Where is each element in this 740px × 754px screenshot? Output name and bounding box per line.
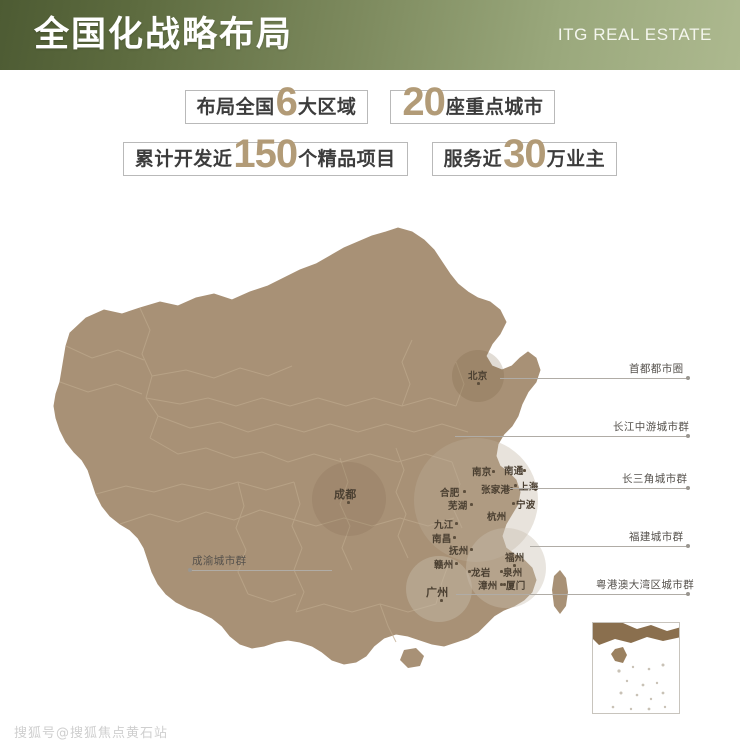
region-label-yangtze-delta: 长三角城市群 [622, 473, 688, 485]
china-landmass [53, 227, 541, 665]
city-dot-beijing [477, 382, 480, 385]
region-circle-greaterbay [406, 556, 472, 622]
city-dot-ganzhou [455, 562, 458, 565]
city-dot-chengdu [347, 501, 350, 504]
stat-suffix: 座重点城市 [445, 95, 544, 118]
city-label-hefei: 合肥 [440, 488, 460, 499]
city-label-fuzhou: 福州 [505, 553, 525, 564]
city-dot-zhangzhou [500, 583, 503, 586]
leader-dot-fujian [686, 544, 690, 548]
city-label-ningbo: 宁波 [516, 500, 536, 511]
city-dot-quanzhou [500, 570, 503, 573]
leader-dot-yangtze-delta [686, 486, 690, 490]
stat-number: 6 [275, 79, 298, 124]
stat-number: 150 [233, 131, 298, 176]
stat-number: 30 [503, 131, 546, 176]
china-map: 北京 成都 合肥 芜湖 南京 南通 张家港 上海 宁波 杭州 九江 南昌 抚州 … [0, 198, 740, 708]
stat-number: 20 [402, 79, 445, 124]
city-label-zhangzhou: 漳州 [478, 581, 498, 592]
city-label-zhangjiagang: 张家港 [481, 485, 511, 496]
stat-suffix: 大区域 [297, 95, 357, 118]
city-label-jiujiang: 九江 [434, 520, 454, 531]
city-label-nantong: 南通 [504, 466, 524, 477]
city-dot-longyan [468, 570, 471, 573]
city-dot-ningbo [512, 502, 515, 505]
china-map-shape [53, 227, 568, 668]
region-label-chengyu: 成渝城市群 [192, 555, 247, 567]
leader-dot-capital [686, 376, 690, 380]
city-dot-hefei [463, 490, 466, 493]
leader-line-yangtze-middle [455, 436, 688, 437]
hainan-island [400, 648, 424, 668]
region-label-yangtze-middle: 长江中游城市群 [613, 421, 690, 433]
city-label-wuhu: 芜湖 [448, 501, 468, 512]
city-label-quanzhou: 泉州 [503, 568, 523, 579]
south-china-sea-inset [592, 622, 680, 714]
region-circle-yangtze-delta [414, 438, 538, 562]
stats-row-1: 布局全国 6 大区域 20 座重点城市 [0, 79, 740, 124]
leader-dot-yangtze-middle [686, 434, 690, 438]
city-label-nanjing: 南京 [472, 467, 492, 478]
city-label-hangzhou: 杭州 [487, 512, 507, 523]
leader-line-yangtze-delta [510, 488, 688, 489]
city-dot-nanchang [453, 536, 456, 539]
city-label-beijing: 北京 [468, 371, 488, 382]
city-dot-hangzhou [500, 514, 503, 517]
city-dot-fuzhou [513, 564, 516, 567]
city-label-ganzhou: 赣州 [434, 560, 454, 571]
watermark: 搜狐号@搜狐焦点黄石站 [14, 726, 169, 741]
stat-box-owners: 服务近 30 万业主 [431, 131, 618, 176]
brand-name: ITG REAL ESTATE [557, 25, 712, 44]
stats-section: 布局全国 6 大区域 20 座重点城市 累计开发近 150 个精品项目 服务近 … [0, 79, 740, 176]
city-dot-wuhu [470, 503, 473, 506]
taiwan-island [552, 570, 568, 614]
city-dot-shanghai [514, 484, 517, 487]
region-label-capital: 首都都市圈 [629, 363, 684, 375]
city-label-nanchang: 南昌 [432, 534, 452, 545]
city-dot-guangzhou [440, 599, 443, 602]
city-label-xiamen: 厦门 [506, 581, 526, 592]
page-title: 全国化战略布局 [34, 14, 294, 55]
leader-line-fujian [530, 546, 688, 547]
leader-line-greaterbay [456, 594, 688, 595]
region-circle-chengdu [312, 462, 386, 536]
stat-box-cities: 20 座重点城市 [390, 79, 556, 124]
city-dot-jiujiang [455, 522, 458, 525]
province-boundaries [59, 307, 469, 643]
city-dot-nanjing [492, 470, 495, 473]
city-label-longyan: 龙岩 [471, 568, 491, 579]
stat-prefix: 累计开发近 [134, 147, 233, 170]
stat-prefix: 服务近 [443, 147, 503, 170]
stat-prefix: 布局全国 [196, 95, 275, 118]
leader-dot-greaterbay [686, 592, 690, 596]
page-header: 全国化战略布局 ITG REAL ESTATE [0, 0, 740, 70]
stat-suffix: 个精品项目 [298, 147, 396, 170]
city-label-shanghai: 上海 [519, 479, 538, 493]
stat-suffix: 万业主 [546, 147, 606, 170]
region-label-greaterbay: 粤港澳大湾区城市群 [596, 579, 695, 591]
region-label-fujian: 福建城市群 [629, 531, 684, 543]
stats-row-2: 累计开发近 150 个精品项目 服务近 30 万业主 [0, 131, 740, 176]
inset-map-shape [593, 623, 679, 711]
stat-box-projects: 累计开发近 150 个精品项目 [122, 131, 408, 176]
stat-box-regions: 布局全国 6 大区域 [184, 79, 369, 124]
city-dot-fuzhou-jx [470, 548, 473, 551]
city-label-fuzhou-jx: 抚州 [449, 546, 469, 557]
leader-line-capital [500, 378, 688, 379]
city-dot-nantong [523, 469, 526, 472]
city-dot-xiamen [503, 583, 506, 586]
leader-line-chengyu [190, 570, 332, 571]
region-circle-capital [452, 350, 504, 402]
city-label-guangzhou: 广州 [426, 586, 449, 599]
leader-dot-chengyu [188, 568, 192, 572]
city-label-chengdu: 成都 [334, 488, 357, 501]
